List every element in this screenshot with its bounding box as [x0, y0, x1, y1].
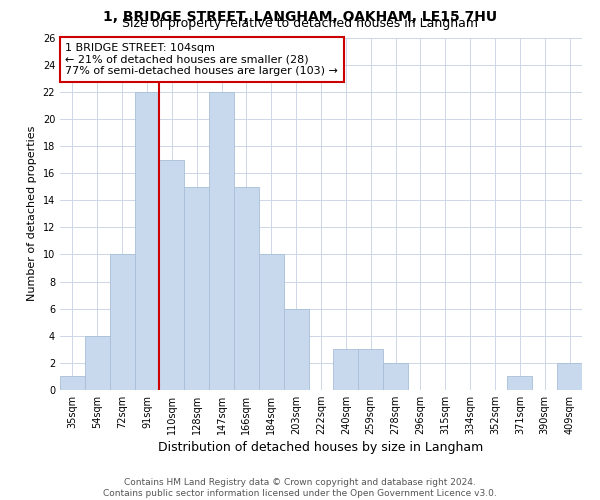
- Bar: [60, 376, 85, 390]
- Bar: [508, 376, 532, 390]
- Bar: [110, 254, 134, 390]
- Bar: [334, 350, 358, 390]
- X-axis label: Distribution of detached houses by size in Langham: Distribution of detached houses by size …: [158, 442, 484, 454]
- Bar: [557, 363, 582, 390]
- Bar: [184, 186, 209, 390]
- Bar: [383, 363, 408, 390]
- Bar: [85, 336, 110, 390]
- Y-axis label: Number of detached properties: Number of detached properties: [27, 126, 37, 302]
- Bar: [234, 186, 259, 390]
- Bar: [160, 160, 184, 390]
- Text: 1, BRIDGE STREET, LANGHAM, OAKHAM, LE15 7HU: 1, BRIDGE STREET, LANGHAM, OAKHAM, LE15 …: [103, 10, 497, 24]
- Bar: [259, 254, 284, 390]
- Bar: [284, 308, 308, 390]
- Bar: [134, 92, 160, 390]
- Text: 1 BRIDGE STREET: 104sqm
← 21% of detached houses are smaller (28)
77% of semi-de: 1 BRIDGE STREET: 104sqm ← 21% of detache…: [65, 43, 338, 76]
- Text: Contains HM Land Registry data © Crown copyright and database right 2024.
Contai: Contains HM Land Registry data © Crown c…: [103, 478, 497, 498]
- Text: Size of property relative to detached houses in Langham: Size of property relative to detached ho…: [122, 18, 478, 30]
- Bar: [209, 92, 234, 390]
- Bar: [358, 350, 383, 390]
